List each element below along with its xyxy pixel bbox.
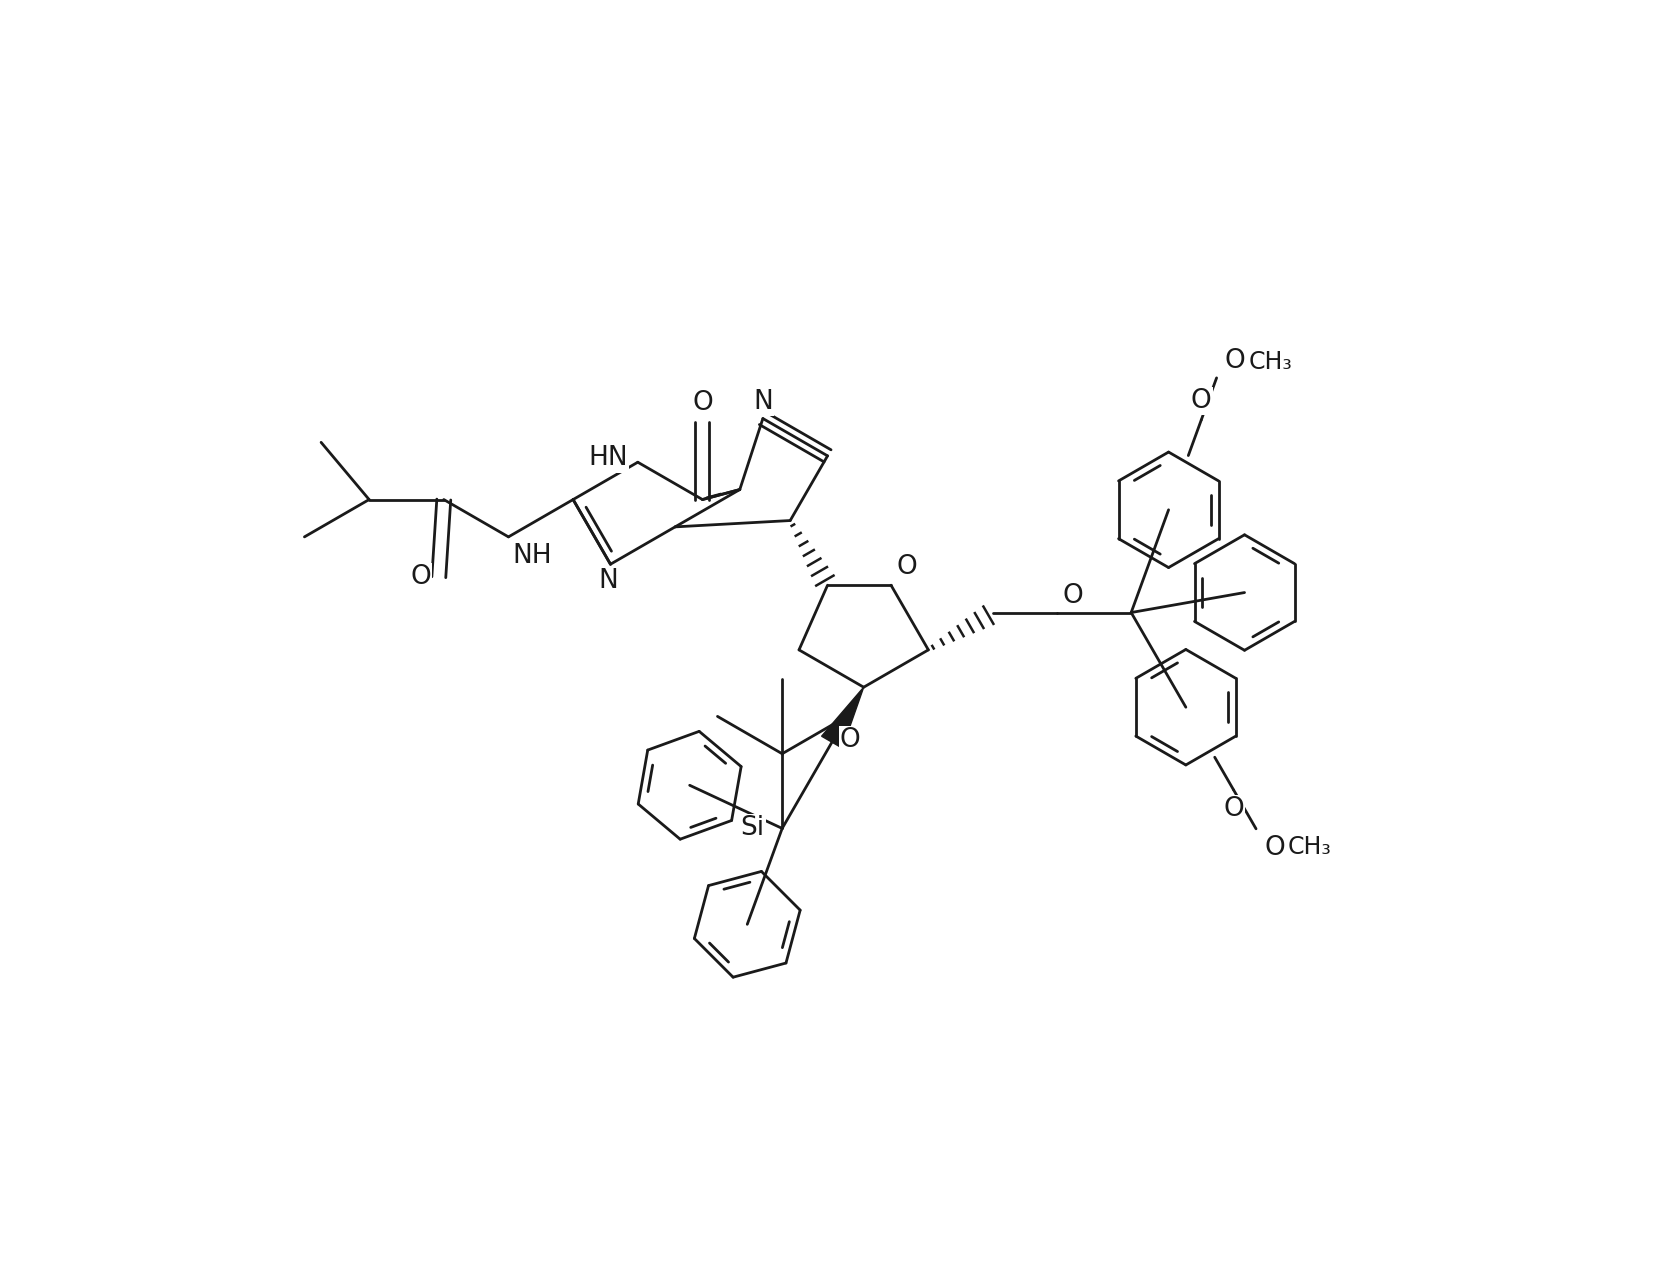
Text: O: O bbox=[1062, 582, 1084, 609]
Text: O: O bbox=[1223, 795, 1243, 822]
Text: N: N bbox=[599, 568, 619, 594]
Text: N: N bbox=[753, 388, 774, 415]
Polygon shape bbox=[822, 687, 864, 748]
Text: HN: HN bbox=[589, 445, 628, 472]
Text: Si: Si bbox=[740, 816, 763, 842]
Text: CH₃: CH₃ bbox=[1289, 835, 1332, 858]
Text: O: O bbox=[1191, 388, 1212, 414]
Text: CH₃: CH₃ bbox=[1248, 350, 1292, 374]
Text: NH: NH bbox=[512, 542, 552, 569]
Text: O: O bbox=[409, 564, 431, 590]
Text: O: O bbox=[1264, 835, 1285, 861]
Text: O: O bbox=[1225, 348, 1245, 374]
Text: O: O bbox=[898, 554, 918, 581]
Text: O: O bbox=[691, 389, 713, 416]
Text: O: O bbox=[841, 727, 861, 753]
